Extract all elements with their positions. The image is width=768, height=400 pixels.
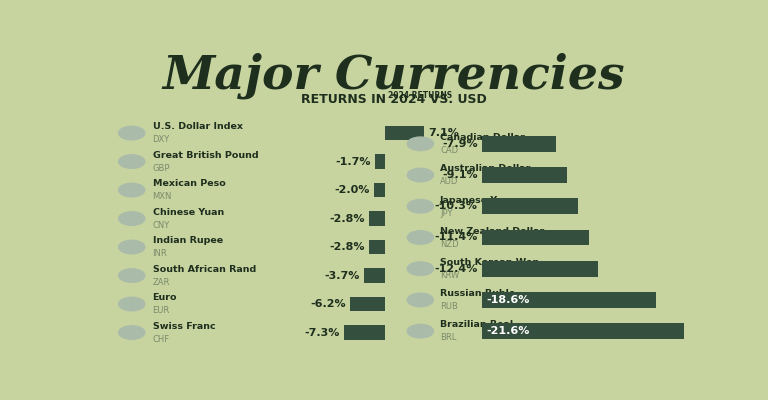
FancyBboxPatch shape <box>482 261 598 276</box>
Text: EUR: EUR <box>153 306 170 315</box>
Circle shape <box>407 293 433 307</box>
FancyBboxPatch shape <box>482 167 567 183</box>
Text: Mexican Peso: Mexican Peso <box>153 180 225 188</box>
Text: -2.0%: -2.0% <box>334 185 369 195</box>
Circle shape <box>118 183 145 197</box>
Text: New Zealand Dollar: New Zealand Dollar <box>440 227 545 236</box>
Circle shape <box>118 326 145 339</box>
Text: INR: INR <box>153 249 167 258</box>
Circle shape <box>118 212 145 225</box>
FancyBboxPatch shape <box>373 183 385 197</box>
FancyBboxPatch shape <box>385 126 424 140</box>
Text: BRL: BRL <box>440 334 456 342</box>
Text: -2.8%: -2.8% <box>329 242 365 252</box>
Text: -3.7%: -3.7% <box>325 270 360 280</box>
Text: AUD: AUD <box>440 177 458 186</box>
Circle shape <box>118 269 145 282</box>
Text: 2024 RETURNS: 2024 RETURNS <box>388 91 452 100</box>
Circle shape <box>407 200 433 213</box>
Text: -18.6%: -18.6% <box>486 295 530 305</box>
FancyBboxPatch shape <box>376 154 385 169</box>
Text: CNY: CNY <box>153 221 170 230</box>
Text: RUB: RUB <box>440 302 458 311</box>
Text: KRW: KRW <box>440 271 459 280</box>
Text: Japanese Yen: Japanese Yen <box>440 196 511 205</box>
Circle shape <box>407 137 433 150</box>
FancyBboxPatch shape <box>350 297 385 311</box>
Circle shape <box>118 155 145 168</box>
Text: ZAR: ZAR <box>153 278 170 287</box>
FancyBboxPatch shape <box>482 230 589 245</box>
Circle shape <box>118 126 145 140</box>
FancyBboxPatch shape <box>482 198 578 214</box>
FancyBboxPatch shape <box>344 325 385 340</box>
Text: Major Currencies: Major Currencies <box>162 53 625 99</box>
Circle shape <box>407 262 433 276</box>
Text: -9.1%: -9.1% <box>442 170 478 180</box>
FancyBboxPatch shape <box>482 292 657 308</box>
Text: -10.3%: -10.3% <box>435 201 478 211</box>
Text: Chinese Yuan: Chinese Yuan <box>153 208 223 217</box>
FancyBboxPatch shape <box>482 323 684 339</box>
Circle shape <box>407 168 433 182</box>
FancyBboxPatch shape <box>364 268 385 283</box>
Text: South African Rand: South African Rand <box>153 265 256 274</box>
Circle shape <box>118 297 145 311</box>
Text: Australian Dollar: Australian Dollar <box>440 164 531 173</box>
Text: DXY: DXY <box>153 135 170 144</box>
FancyBboxPatch shape <box>369 212 385 226</box>
Text: -21.6%: -21.6% <box>486 326 530 336</box>
Text: Euro: Euro <box>153 293 177 302</box>
Text: -12.4%: -12.4% <box>434 264 478 274</box>
Text: -7.9%: -7.9% <box>442 139 478 149</box>
Text: U.S. Dollar Index: U.S. Dollar Index <box>153 122 243 132</box>
Text: South Korean Won: South Korean Won <box>440 258 539 267</box>
FancyBboxPatch shape <box>369 240 385 254</box>
Text: RETURNS IN 2024 VS. USD: RETURNS IN 2024 VS. USD <box>301 93 486 106</box>
FancyBboxPatch shape <box>482 136 556 152</box>
Text: -11.4%: -11.4% <box>434 232 478 242</box>
Text: Swiss Franc: Swiss Franc <box>153 322 215 331</box>
Text: CAD: CAD <box>440 146 458 155</box>
Text: NZD: NZD <box>440 240 458 249</box>
Text: -6.2%: -6.2% <box>310 299 346 309</box>
Text: Russian Ruble: Russian Ruble <box>440 289 515 298</box>
Text: CHF: CHF <box>153 335 170 344</box>
Text: Great British Pound: Great British Pound <box>153 151 258 160</box>
Text: -7.3%: -7.3% <box>305 328 340 338</box>
Text: Canadian Dollar: Canadian Dollar <box>440 133 525 142</box>
Circle shape <box>118 240 145 254</box>
Text: MXN: MXN <box>153 192 172 201</box>
Text: JPY: JPY <box>440 208 452 218</box>
Text: 7.1%: 7.1% <box>429 128 459 138</box>
Circle shape <box>407 324 433 338</box>
Circle shape <box>407 231 433 244</box>
Text: GBP: GBP <box>153 164 170 173</box>
Text: -1.7%: -1.7% <box>336 156 371 166</box>
Text: Indian Rupee: Indian Rupee <box>153 236 223 245</box>
Text: -2.8%: -2.8% <box>329 214 365 224</box>
Text: Brazilian Real: Brazilian Real <box>440 320 513 330</box>
